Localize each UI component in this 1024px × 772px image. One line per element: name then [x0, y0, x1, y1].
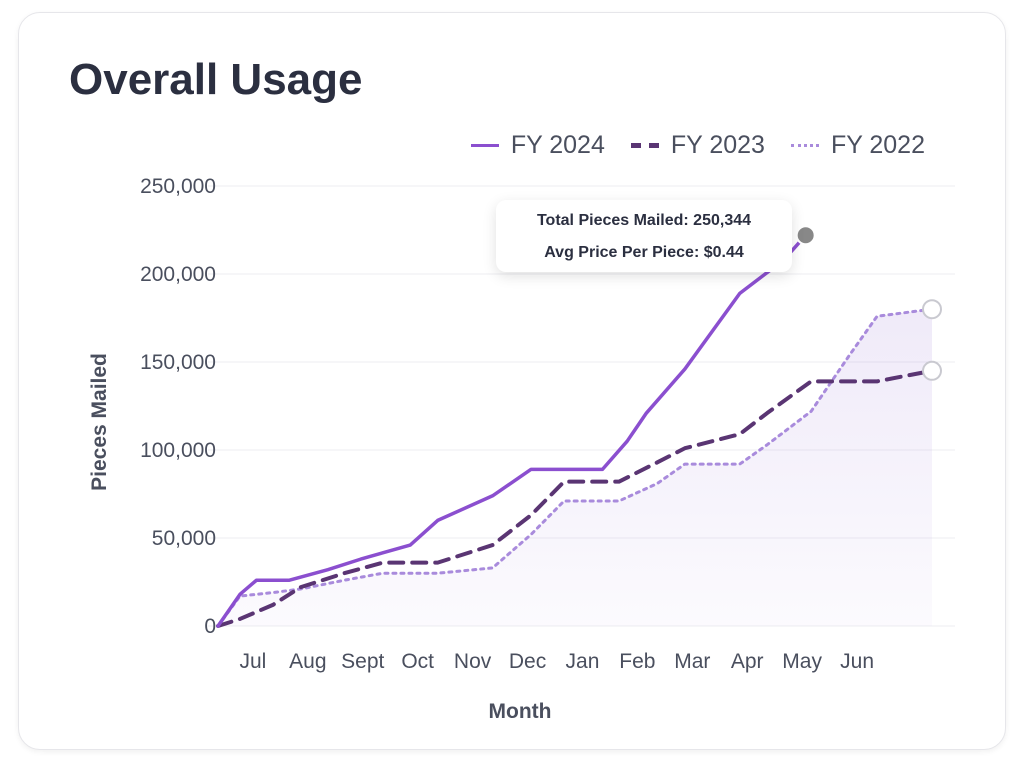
- tooltip-total-value: 250,344: [693, 212, 752, 229]
- x-tick-label-jul: Jul: [239, 650, 266, 673]
- legend-label-fy2024: FY 2024: [510, 131, 605, 159]
- x-axis-title: Month: [489, 700, 552, 723]
- highlight-point-fy2024: [795, 225, 816, 246]
- tooltip-avg-label: Avg Price Per Piece:: [544, 244, 700, 261]
- x-tick-label-aug: Aug: [289, 650, 326, 673]
- card-title: Overall Usage: [69, 55, 363, 104]
- series-line-fy2022: [216, 307, 934, 628]
- x-tick-label-nov: Nov: [454, 650, 492, 673]
- tooltip-total-row: Total Pieces Mailed: 250,344: [496, 212, 792, 244]
- highlight-point-fy2023: [922, 360, 942, 381]
- legend-label-fy2022: FY 2022: [830, 131, 925, 159]
- x-tick-label-sept: Sept: [341, 650, 384, 673]
- x-tick-label-may: May: [782, 650, 822, 673]
- x-tick-label-mar: Mar: [674, 650, 710, 673]
- tooltip-total-label: Total Pieces Mailed:: [536, 212, 689, 229]
- x-tick-label-jun: Jun: [840, 650, 874, 673]
- tooltip-avg-row: Avg Price Per Piece: $0.44: [496, 244, 792, 276]
- legend-item-fy2024[interactable]: FY 2024: [470, 131, 605, 160]
- y-tick-label-5: 250,000: [140, 175, 216, 198]
- chart-legend: FY 2024 FY 2023 FY 2022: [470, 131, 925, 160]
- x-tick-label-jan: Jan: [566, 650, 600, 673]
- y-tick-label-4: 200,000: [140, 263, 216, 286]
- x-tick-label-dec: Dec: [509, 650, 546, 673]
- chart-tooltip: Total Pieces Mailed: 250,344 Avg Price P…: [496, 200, 792, 272]
- series-line-fy2024: [216, 233, 808, 628]
- legend-swatch-fy2024: [470, 144, 499, 147]
- legend-item-fy2022[interactable]: FY 2022: [790, 131, 925, 160]
- y-tick-label-3: 150,000: [140, 351, 216, 374]
- tooltip-avg-value: $0.44: [703, 244, 744, 261]
- highlight-point-fy2022: [922, 299, 942, 320]
- legend-label-fy2023: FY 2023: [670, 131, 765, 159]
- legend-swatch-fy2023: [630, 143, 659, 148]
- y-axis-title: Pieces Mailed: [88, 353, 111, 491]
- y-tick-label-0: 0: [204, 615, 216, 638]
- area-fill-fy2022: [218, 309, 932, 626]
- y-tick-label-2: 100,000: [140, 439, 216, 462]
- series-line-fy2023: [216, 368, 934, 628]
- legend-item-fy2023[interactable]: FY 2023: [630, 131, 765, 160]
- legend-swatch-fy2022: [790, 144, 819, 147]
- x-tick-label-feb: Feb: [619, 650, 655, 673]
- x-tick-label-apr: Apr: [731, 650, 764, 673]
- y-tick-label-1: 50,000: [152, 527, 216, 550]
- x-tick-label-oct: Oct: [401, 650, 434, 673]
